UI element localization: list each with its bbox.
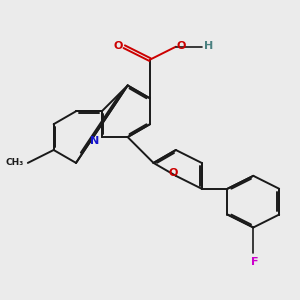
Text: F: F xyxy=(250,257,258,267)
Text: O: O xyxy=(168,168,177,178)
Text: CH₃: CH₃ xyxy=(5,158,24,167)
Text: H: H xyxy=(204,41,214,51)
Text: N: N xyxy=(91,136,100,146)
Text: O: O xyxy=(113,41,123,51)
Text: O: O xyxy=(176,41,186,51)
